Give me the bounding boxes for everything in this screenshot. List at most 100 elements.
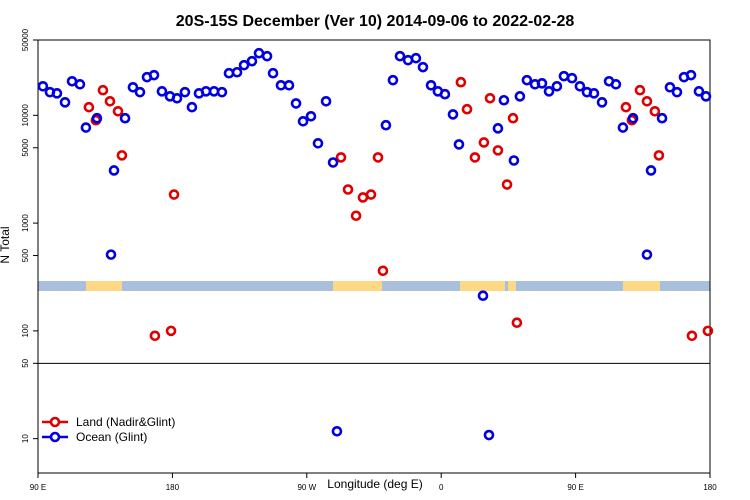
land-strip [623, 281, 660, 291]
point [507, 112, 519, 124]
point [380, 119, 392, 131]
land-strip [86, 281, 122, 291]
point [83, 101, 95, 113]
point [97, 84, 109, 96]
land-strip [333, 281, 382, 291]
point [634, 84, 646, 96]
point [171, 92, 183, 104]
point [342, 184, 354, 195]
point [377, 265, 389, 277]
x-tick-label: 180 [703, 483, 717, 492]
land-mask-strip [38, 281, 710, 291]
point [134, 86, 146, 98]
point [80, 122, 92, 133]
point [127, 82, 139, 93]
point [238, 59, 250, 71]
point [511, 317, 523, 329]
land-strip [460, 281, 505, 291]
y-tick-label: 50000 [21, 28, 30, 51]
y-axis-label: N Total [0, 226, 12, 263]
point [104, 95, 116, 107]
point [501, 179, 513, 190]
y-tick-label: 50 [21, 358, 30, 367]
y-tick-label: 10000 [21, 104, 30, 127]
point [498, 94, 510, 106]
point [410, 52, 422, 64]
point [461, 103, 473, 115]
point [492, 123, 504, 134]
point [439, 88, 451, 100]
series [37, 47, 712, 441]
point [627, 112, 639, 124]
land-strip [508, 281, 516, 291]
point [521, 74, 533, 86]
point [116, 150, 128, 161]
point [148, 69, 160, 81]
legend-marker [49, 416, 61, 428]
point [297, 116, 309, 127]
point [455, 76, 467, 88]
point [508, 155, 520, 166]
point [37, 80, 49, 92]
point [119, 112, 131, 124]
chart-title: 20S-15S December (Ver 10) 2014-09-06 to … [176, 13, 575, 30]
point [656, 112, 668, 124]
point [685, 69, 697, 81]
point [484, 92, 496, 104]
point [216, 86, 228, 98]
y-tick-label: 500 [21, 248, 30, 262]
point [186, 101, 198, 113]
point [469, 152, 481, 163]
x-axis-label: Longitude (deg E) [327, 477, 422, 491]
point [74, 79, 86, 90]
point [179, 86, 191, 98]
point [267, 67, 279, 79]
point [483, 429, 495, 441]
point [645, 165, 657, 176]
point [261, 50, 273, 62]
point [365, 189, 377, 200]
point [596, 97, 608, 108]
point [305, 110, 317, 122]
point [514, 91, 526, 102]
point [51, 88, 63, 99]
point [350, 210, 362, 222]
point [105, 249, 117, 260]
point [653, 150, 665, 161]
legend-label: Ocean (Glint) [76, 430, 147, 444]
point [327, 157, 339, 168]
point [417, 61, 429, 73]
point [331, 425, 343, 437]
point [686, 330, 698, 342]
x-tick-label: 90 E [30, 483, 46, 492]
legend-label: Land (Nadir&Glint) [76, 415, 175, 429]
point [693, 86, 705, 97]
point [320, 95, 332, 107]
point [425, 79, 437, 91]
point [283, 79, 295, 91]
series [83, 76, 714, 342]
y-tick-label: 10 [21, 434, 30, 443]
point [394, 50, 406, 62]
y-tick-label: 5000 [21, 138, 30, 156]
point [372, 152, 384, 163]
x-tick-label: 180 [166, 483, 180, 492]
point [671, 86, 683, 98]
point [536, 78, 548, 89]
y-tick-label: 100 [21, 324, 30, 338]
x-tick-label: 90 W [297, 483, 316, 492]
point [447, 109, 459, 120]
x-tick-label: 0 [439, 483, 444, 492]
point [290, 98, 302, 109]
point [91, 112, 103, 124]
point [649, 105, 661, 117]
point [551, 80, 563, 92]
point [566, 72, 578, 84]
point [610, 79, 622, 90]
point [478, 137, 490, 148]
point [543, 86, 555, 97]
point [700, 91, 712, 102]
point [641, 95, 653, 107]
